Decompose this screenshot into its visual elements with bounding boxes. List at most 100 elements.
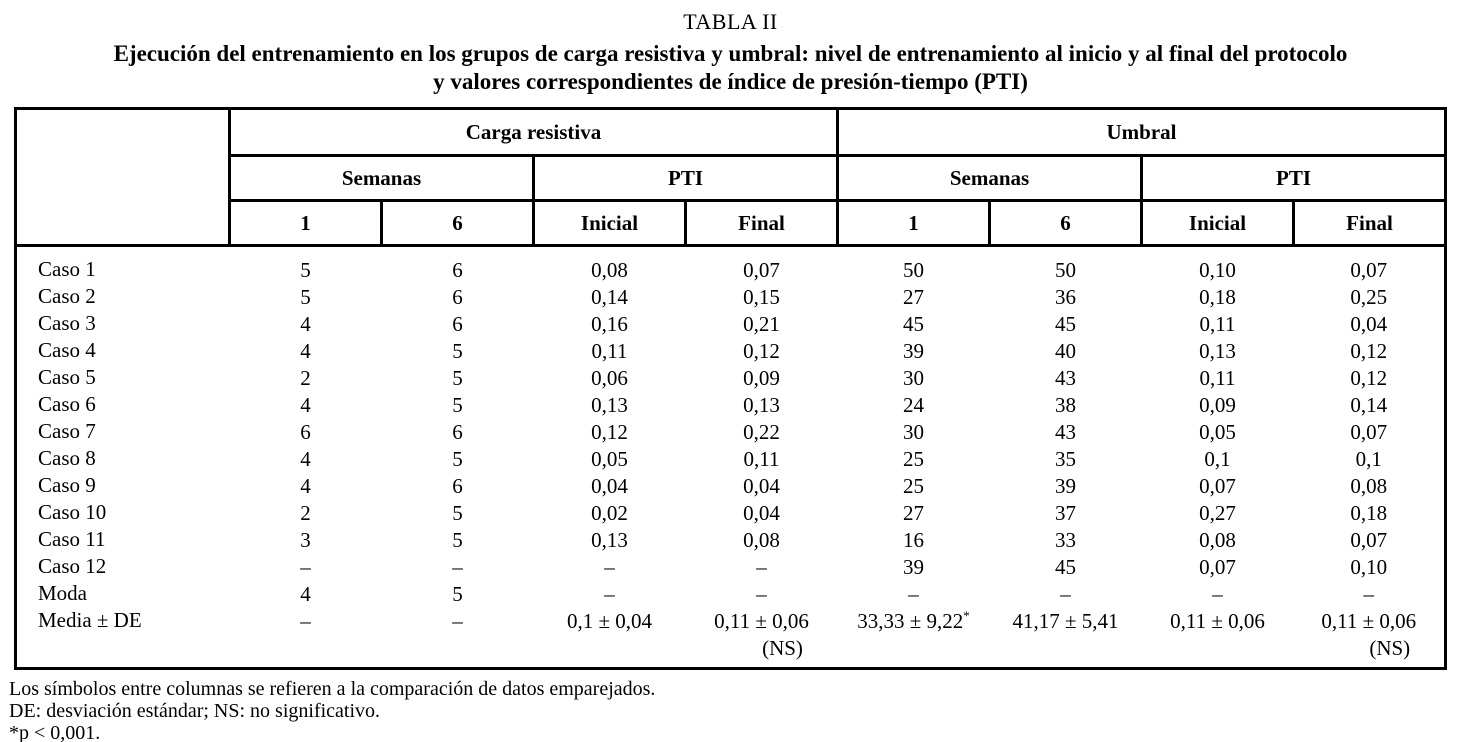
cell: 36 bbox=[1055, 285, 1077, 309]
cell: 0,11 bbox=[1199, 366, 1236, 390]
cell: 0,11 ± 0,06 bbox=[1170, 609, 1265, 633]
cell: 0,08 bbox=[591, 258, 628, 282]
cell: – bbox=[452, 609, 463, 633]
cell: 0,13 bbox=[591, 528, 628, 552]
row-label: Caso 6 bbox=[38, 392, 96, 416]
col-header-final-carga: Final bbox=[683, 199, 840, 247]
footnote-pvalue: *p < 0,001. bbox=[9, 722, 101, 742]
cell: 0,07 bbox=[1199, 474, 1236, 498]
cell: – bbox=[300, 609, 311, 633]
cell: 0,11 bbox=[1199, 312, 1236, 336]
cell: – bbox=[604, 582, 615, 606]
col-header-final-umbral: Final bbox=[1292, 199, 1448, 247]
cell: 4 bbox=[300, 312, 311, 336]
cell: 5 bbox=[452, 582, 463, 606]
cell: 30 bbox=[903, 366, 925, 390]
cell: – bbox=[1060, 582, 1071, 606]
cell: 0,14 bbox=[1350, 393, 1388, 417]
row-label: Caso 9 bbox=[38, 473, 96, 497]
subgroup-header-row: Semanas PTI Semanas PTI bbox=[16, 154, 1448, 202]
cell: 4 bbox=[300, 393, 311, 417]
cell: 0,27 bbox=[1199, 501, 1236, 525]
cell: 39 bbox=[903, 555, 925, 579]
row-label: Caso 1 bbox=[38, 257, 96, 281]
cell: – bbox=[452, 555, 463, 579]
cell: 30 bbox=[903, 420, 925, 444]
cell: – bbox=[756, 555, 767, 579]
table-caption: Ejecución del entrenamiento en los grupo… bbox=[0, 40, 1461, 96]
cell: 0,11 bbox=[591, 339, 628, 363]
cell: 39 bbox=[1055, 474, 1077, 498]
col-header-inicial-umbral: Inicial bbox=[1140, 199, 1296, 247]
cell: 6 bbox=[452, 285, 463, 309]
cell: 33 bbox=[1055, 528, 1077, 552]
cell: 43 bbox=[1055, 420, 1077, 444]
cell: 0,07 bbox=[1199, 555, 1236, 579]
caption-line-2: y valores correspondientes de índice de … bbox=[433, 69, 1028, 94]
cell: 5 bbox=[452, 339, 463, 363]
table-row: Caso 10 2 5 0,02 0,04 27 37 0,27 0,18 bbox=[16, 500, 1446, 527]
cell: 27 bbox=[903, 501, 925, 525]
subheader-semanas-carga: Semanas bbox=[228, 154, 535, 202]
table-row: Caso 5 2 5 0,06 0,09 30 43 0,11 0,12 bbox=[16, 365, 1446, 392]
table-footnotes: Los símbolos entre columnas se refieren … bbox=[9, 678, 1461, 742]
row-label: Caso 2 bbox=[38, 284, 96, 308]
cell: 5 bbox=[452, 393, 463, 417]
cell: 16 bbox=[903, 528, 925, 552]
row-label: Caso 5 bbox=[38, 365, 96, 389]
cell: 0,12 bbox=[1350, 366, 1388, 390]
column-header-row: 1 6 Inicial Final 1 6 Inicial Final bbox=[16, 199, 1448, 247]
cell: 0,05 bbox=[1199, 420, 1236, 444]
cell: 2 bbox=[300, 501, 311, 525]
cell: – bbox=[908, 582, 919, 606]
row-label: Caso 11 bbox=[38, 527, 106, 551]
cell: 2 bbox=[300, 366, 311, 390]
table-row: Caso 12 – – – – 39 45 0,07 0,10 bbox=[16, 554, 1446, 581]
cell: 6 bbox=[452, 312, 463, 336]
cell: 0,07 bbox=[1350, 258, 1388, 282]
cell: 35 bbox=[1055, 447, 1077, 471]
cell: 5 bbox=[452, 447, 463, 471]
cell: 0,08 bbox=[1199, 528, 1236, 552]
row-label: Media ± DE bbox=[38, 608, 142, 632]
cell: 25 bbox=[903, 447, 925, 471]
cell: 5 bbox=[300, 258, 311, 282]
cell: 5 bbox=[300, 285, 311, 309]
cell: – bbox=[1212, 582, 1223, 606]
table-row: Caso 7 6 6 0,12 0,22 30 43 0,05 0,07 bbox=[16, 419, 1446, 446]
cell: 4 bbox=[300, 339, 311, 363]
cell: 6 bbox=[300, 420, 311, 444]
cell: 0,22 bbox=[743, 420, 780, 444]
cell: 6 bbox=[452, 474, 463, 498]
cell: 5 bbox=[452, 528, 463, 552]
cell: 0,1 ± 0,04 bbox=[566, 609, 653, 633]
cell: 0,04 bbox=[743, 501, 780, 525]
cell: 0,16 bbox=[591, 312, 628, 336]
table-row: Caso 11 3 5 0,13 0,08 16 33 0,08 0,07 bbox=[16, 527, 1446, 554]
col-header-semana1-umbral: 1 bbox=[836, 199, 992, 247]
group-header-carga-resistiva: Carga resistiva bbox=[227, 107, 840, 157]
cell: 45 bbox=[1055, 555, 1077, 579]
cell: 0,12 bbox=[743, 339, 780, 363]
footnote-abbreviations: DE: desviación estándar; NS: no signific… bbox=[9, 700, 381, 722]
cell: 0,08 bbox=[743, 528, 780, 552]
table-number-title: TABLA II bbox=[683, 9, 778, 34]
subheader-semanas-umbral: Semanas bbox=[836, 154, 1144, 202]
col-header-inicial-carga: Inicial bbox=[532, 199, 687, 247]
cell: 3 bbox=[300, 528, 311, 552]
subheader-pti-umbral: PTI bbox=[1140, 154, 1448, 202]
cell: 0,04 bbox=[591, 474, 628, 498]
cell: 45 bbox=[903, 312, 925, 336]
cell: 0,07 bbox=[1350, 420, 1388, 444]
cell: 0,06 bbox=[591, 366, 628, 390]
group-header-row: Carga resistiva Umbral bbox=[14, 107, 1448, 247]
col-header-semana6-umbral: 6 bbox=[988, 199, 1144, 247]
table-row: Moda 4 5 – – – – – – bbox=[16, 581, 1446, 608]
cell: 0,25 bbox=[1350, 285, 1388, 309]
table-row: Caso 3 4 6 0,16 0,21 45 45 0,11 0,04 bbox=[16, 311, 1446, 338]
cell: 45 bbox=[1055, 312, 1077, 336]
results-table: Carga resistiva Umbral Semanas PTI Seman… bbox=[14, 107, 1448, 670]
cell: 43 bbox=[1055, 366, 1077, 390]
footnote-symbols: Los símbolos entre columnas se refieren … bbox=[9, 678, 656, 700]
